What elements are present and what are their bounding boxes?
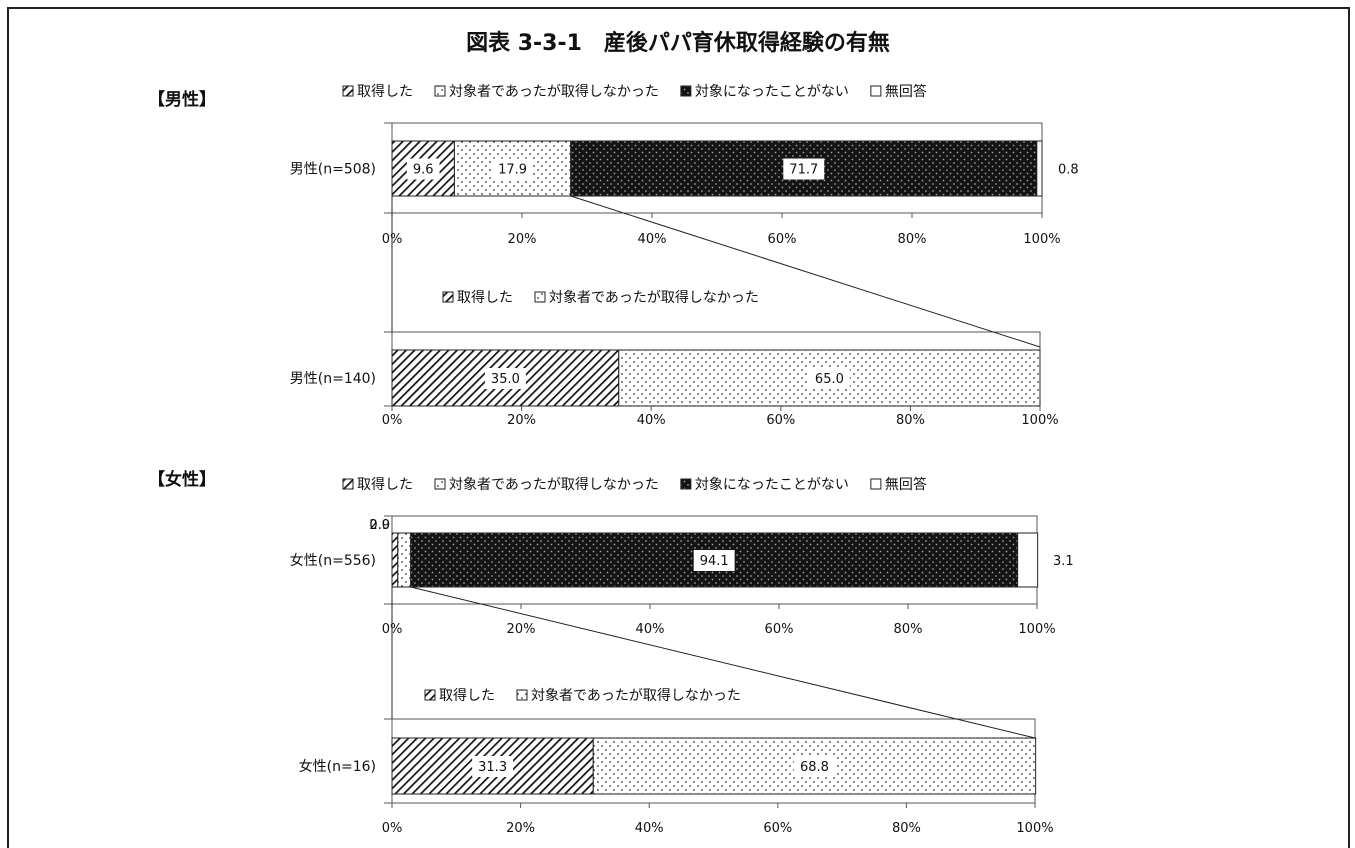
chart-3: 女性(n=16) 31.3 68.8 0% 20% 40% 60% 80% 100% [299,718,1054,836]
x-tick-label: 80% [894,622,923,637]
x-tick-label: 20% [507,413,536,428]
data-label-box [693,550,735,571]
data-label: 71.7 [789,163,818,178]
data-label-box [808,368,850,389]
section-label-female: 【女性】 [148,469,216,490]
data-label-box [484,368,526,389]
bar-segment [391,532,399,588]
legend-label: 取得した [357,83,413,100]
data-label-box [472,756,514,777]
data-label: 17.9 [498,163,527,178]
x-tick-label: 80% [896,413,925,428]
legend-label: 無回答 [885,476,927,493]
x-tick-label: 0% [382,821,403,836]
legend-swatch-icon [424,689,436,701]
zoom-connector-line [410,586,1036,739]
data-label: 68.8 [800,760,829,775]
legend-label: 取得した [357,476,413,493]
x-tick-label: 40% [638,232,667,247]
x-tick-label: 20% [508,232,537,247]
x-tick-label: 80% [898,232,927,247]
legend-swatch-icon [516,689,528,701]
data-label: 0.9 [369,518,390,533]
bar-segment [397,532,412,588]
legend-label: 無回答 [885,83,927,100]
section-label-male: 【男性】 [148,89,216,110]
x-tick-label: 60% [766,413,795,428]
data-label-box [492,158,534,180]
legend-label: 対象になったことがない [695,84,849,100]
x-tick-label: 0% [382,413,403,428]
legend-label: 対象者であったが取得しなかった [549,289,759,306]
x-tick-label: 60% [765,622,794,637]
x-tick-label: 100% [1021,413,1058,428]
legend-swatch-icon [342,478,354,490]
category-label: 男性(n=508) [290,162,376,178]
legend-swatch-icon [442,291,454,303]
category-label: 女性(n=16) [299,758,376,775]
bar-segment [1017,532,1039,588]
legend-label: 取得した [439,687,495,704]
legend-swatch-icon [434,478,446,490]
x-tick-label: 60% [768,232,797,247]
data-label: 65.0 [815,372,844,387]
legend-label: 対象者であったが取得しなかった [531,687,741,704]
x-tick-label: 100% [1023,232,1060,247]
x-tick-label: 100% [1016,821,1053,836]
chart-0: 男性(n=508) 9.6 17.9 71.7 0.80% 20% 40% 60% 80% 100… [290,122,1079,247]
legend-swatch-icon [680,478,692,490]
charts-group: 取得した 対象者であったが取得しなかった 対象になったことがない 無回答男性(n=50… [290,83,1079,836]
legend-swatch-icon [680,85,692,97]
figure-title: 図表 3-3-1 産後パパ育休取得経験の有無 [466,30,890,56]
legend-label: 対象になったことがない [695,477,849,493]
x-tick-label: 80% [892,821,921,836]
x-tick-label: 40% [635,821,664,836]
x-tick-label: 20% [506,821,535,836]
chart-1: 男性(n=140) 35.0 65.0 0% 20% 40% 60% 80% 100% [290,331,1059,428]
bar-segment [1036,140,1043,197]
data-label: 3.1 [1053,554,1074,569]
legend-label: 対象者であったが取得しなかった [449,476,659,493]
legend-swatch-icon [870,478,882,490]
data-label: 94.1 [700,554,729,569]
chart-2: 女性(n=556)0.92.094.1 3.10% 20% 40% 60% 80% 100% [290,515,1074,637]
legend-label: 対象者であったが取得しなかった [449,83,659,100]
data-label-box [793,756,835,777]
legend-label: 取得した [457,289,513,306]
data-label: 31.3 [478,760,507,775]
x-tick-label: 100% [1018,622,1055,637]
x-tick-label: 40% [636,622,665,637]
data-label: 9.6 [413,163,434,178]
zoom-connector-line [570,195,1041,348]
data-label: 2.0 [369,518,390,533]
data-label: 35.0 [491,372,520,387]
x-tick-label: 60% [763,821,792,836]
data-label: 0.8 [1058,163,1079,178]
legend-swatch-icon [342,85,354,97]
category-label: 男性(n=140) [290,371,376,387]
figure-frame [7,7,1350,848]
data-label-box [406,158,440,180]
x-tick-label: 40% [637,413,666,428]
legend-swatch-icon [434,85,446,97]
category-label: 女性(n=556) [290,552,376,569]
data-label-box [783,158,825,180]
x-tick-label: 20% [507,622,536,637]
legend-swatch-icon [870,85,882,97]
legend-swatch-icon [534,291,546,303]
